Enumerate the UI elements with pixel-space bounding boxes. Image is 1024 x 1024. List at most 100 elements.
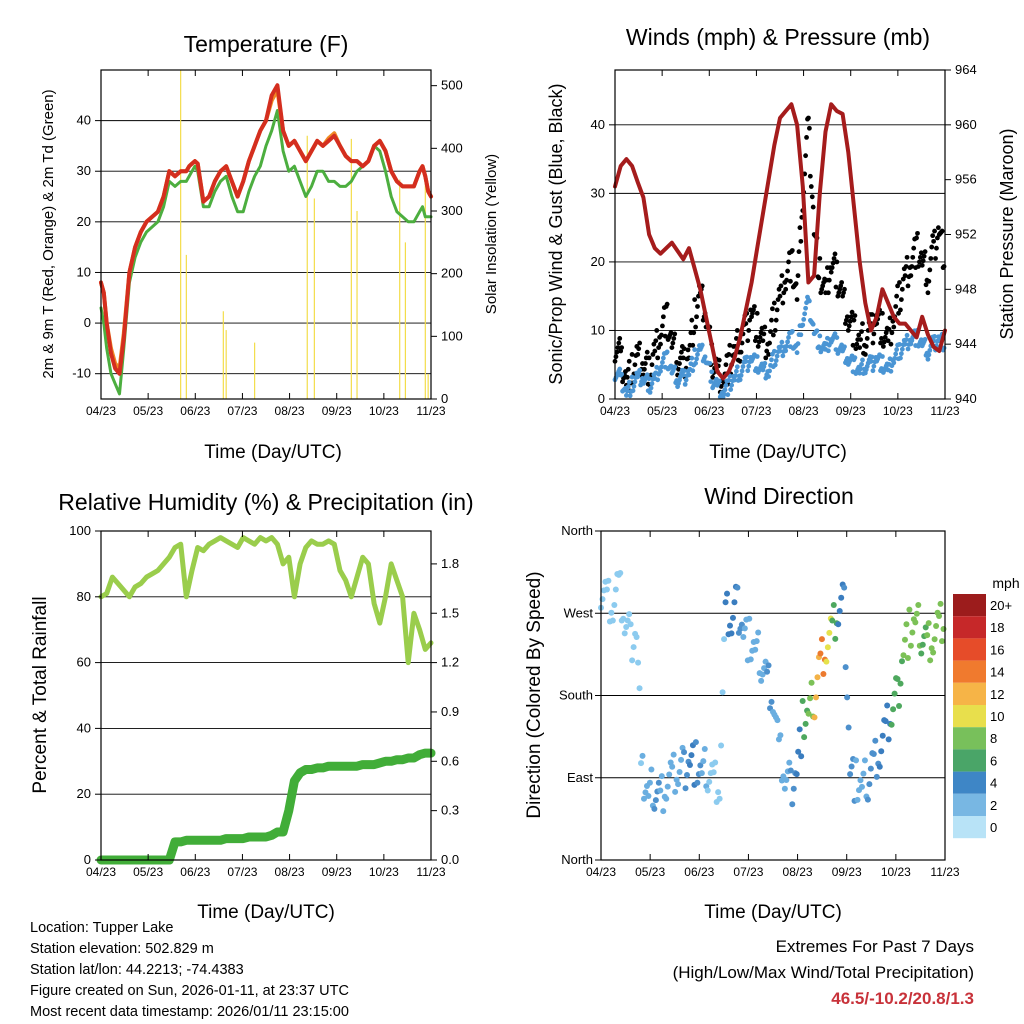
direction-dot bbox=[746, 615, 753, 622]
gust-dot bbox=[797, 225, 803, 231]
y-tick-label: West bbox=[564, 605, 594, 620]
x-tick-label: 07/23 bbox=[741, 404, 771, 418]
direction-dot bbox=[820, 671, 827, 678]
gust-dot bbox=[780, 300, 786, 306]
wind-dot bbox=[905, 346, 911, 352]
wind-dot bbox=[680, 372, 686, 378]
y-tick-label: 60 bbox=[77, 655, 91, 670]
direction-dot bbox=[641, 795, 647, 802]
gust-dot bbox=[695, 304, 700, 309]
wind-dot bbox=[699, 342, 705, 348]
latlon-text: Station lat/lon: 44.2213; -74.4383 bbox=[30, 962, 244, 978]
gust-dot bbox=[849, 309, 855, 315]
direction-dot bbox=[890, 706, 897, 713]
gust-dot bbox=[899, 286, 905, 292]
gust-dot bbox=[816, 275, 822, 281]
wind-dot bbox=[922, 336, 928, 342]
y-tick-label-right: 1.2 bbox=[441, 655, 459, 670]
gust-dot bbox=[887, 315, 893, 321]
wind-dot bbox=[767, 368, 772, 374]
y-tick-label: East bbox=[567, 770, 593, 785]
direction-dot bbox=[790, 785, 797, 792]
wind-dot bbox=[626, 379, 632, 385]
wind-dot bbox=[709, 369, 715, 375]
direction-dot bbox=[663, 795, 670, 802]
wind-dot bbox=[857, 370, 863, 376]
direction-dot bbox=[712, 759, 719, 766]
direction-dot bbox=[646, 779, 653, 786]
wind-dot bbox=[664, 349, 670, 355]
direction-dot bbox=[682, 785, 689, 792]
gust-dot bbox=[766, 352, 772, 357]
gust-dot bbox=[804, 134, 809, 140]
direction-dot bbox=[853, 757, 860, 764]
direction-dot bbox=[933, 623, 940, 630]
x-tick-label: 06/23 bbox=[684, 865, 714, 879]
gust-dot bbox=[845, 328, 851, 333]
direction-dot bbox=[807, 695, 814, 702]
elevation-text: Station elevation: 502.829 m bbox=[30, 941, 214, 957]
gust-dot bbox=[784, 277, 790, 283]
gust-dot bbox=[883, 330, 889, 336]
direction-dot bbox=[777, 732, 784, 739]
x-tick-label: 06/23 bbox=[180, 404, 210, 418]
direction-dot bbox=[669, 763, 676, 770]
direction-dot bbox=[681, 749, 688, 756]
wind-dot bbox=[723, 383, 729, 388]
gust-dot bbox=[894, 293, 900, 299]
wind-dot bbox=[743, 359, 749, 364]
gust-dot bbox=[685, 347, 691, 353]
direction-dot bbox=[847, 771, 854, 778]
direction-dot bbox=[805, 710, 812, 717]
colorbar-label: 12 bbox=[990, 687, 1004, 702]
direction-dot bbox=[842, 664, 849, 671]
wind-dot bbox=[772, 362, 778, 368]
extremes-values: 46.5/-10.2/20.8/1.3 bbox=[831, 989, 974, 1008]
gust-dot bbox=[832, 251, 838, 257]
wind-dot bbox=[672, 364, 678, 370]
colorbar-swatch bbox=[953, 793, 986, 816]
pressure-series bbox=[613, 102, 947, 381]
gust-dot bbox=[918, 250, 924, 256]
gust-dot bbox=[920, 258, 926, 264]
direction-dot bbox=[836, 607, 843, 614]
direction-dot bbox=[648, 766, 655, 773]
wind-dot bbox=[899, 346, 905, 352]
x-tick-label: 09/23 bbox=[832, 865, 862, 879]
wind-dot bbox=[798, 332, 804, 338]
gust-dot bbox=[844, 314, 850, 320]
direction-dot bbox=[755, 629, 762, 636]
gust-dot bbox=[834, 259, 840, 265]
direction-dot bbox=[639, 752, 646, 759]
colorbar-label: 14 bbox=[990, 665, 1004, 680]
x-tick-label: 07/23 bbox=[227, 404, 257, 418]
direction-dot bbox=[716, 795, 723, 802]
gust-dot bbox=[909, 264, 915, 269]
recent-text: Most recent data timestamp: 2026/01/11 2… bbox=[30, 1004, 349, 1020]
humidity-xlabel: Time (Day/UTC) bbox=[197, 902, 335, 923]
gust-dot bbox=[825, 290, 831, 296]
gust-dot bbox=[839, 280, 845, 285]
wind-dot bbox=[897, 342, 902, 347]
colorbar-swatch bbox=[953, 816, 986, 839]
gust-dot bbox=[624, 374, 630, 380]
gust-dot bbox=[727, 342, 733, 348]
direction-dot bbox=[799, 697, 806, 704]
gust-dot bbox=[833, 284, 839, 290]
wind-dot bbox=[832, 331, 838, 337]
wind-dot bbox=[904, 332, 910, 338]
gust-dot bbox=[806, 125, 812, 131]
gust-dot bbox=[935, 225, 941, 231]
direction-dot bbox=[861, 757, 868, 764]
gust-dot bbox=[772, 328, 778, 333]
x-tick-label: 05/23 bbox=[635, 865, 665, 879]
wind-dot bbox=[771, 348, 777, 354]
direction-dot bbox=[727, 622, 733, 629]
gust-dot bbox=[680, 355, 686, 361]
direction-dot bbox=[866, 781, 873, 788]
wind-dot bbox=[683, 377, 689, 383]
wind-dot bbox=[927, 347, 933, 353]
y-tick-label-right: 0 bbox=[441, 391, 448, 406]
y-tick-label: 0 bbox=[84, 852, 91, 867]
direction-dot bbox=[857, 777, 864, 784]
